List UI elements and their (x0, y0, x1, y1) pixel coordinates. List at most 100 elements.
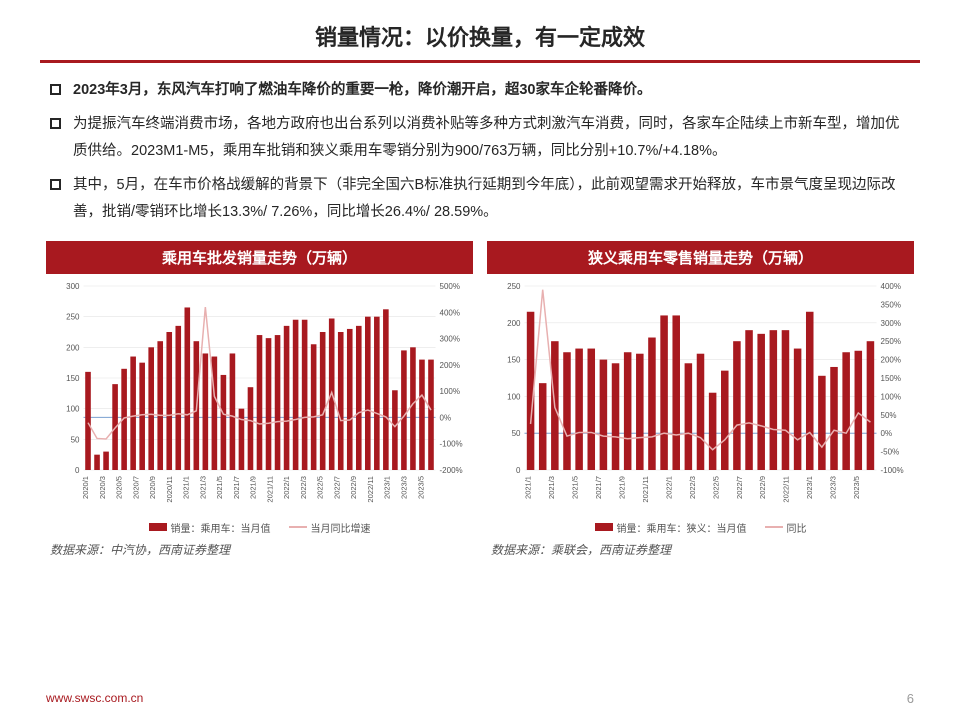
bullet-item: 为提振汽车终端消费市场，各地方政府也出台系列以消费补贴等多种方式刺激汽车消费，同… (50, 111, 910, 166)
svg-text:2022/11: 2022/11 (366, 476, 375, 503)
svg-text:50%: 50% (881, 411, 897, 420)
bullet-text: 2023年3月，东风汽车打响了燃油车降价的重要一枪，降价潮开启，超30家车企轮番… (73, 77, 910, 105)
svg-text:2023/5: 2023/5 (852, 476, 861, 499)
svg-text:150%: 150% (881, 374, 901, 383)
svg-text:2020/7: 2020/7 (131, 476, 140, 499)
svg-text:350%: 350% (881, 300, 901, 309)
bullet-list: 2023年3月，东风汽车打响了燃油车降价的重要一枪，降价潮开启，超30家车企轮番… (0, 77, 960, 227)
svg-text:2022/11: 2022/11 (782, 476, 791, 503)
svg-text:300%: 300% (440, 334, 460, 343)
svg-text:2021/1: 2021/1 (524, 476, 533, 499)
header-divider (40, 60, 920, 63)
svg-text:2022/7: 2022/7 (735, 476, 744, 499)
svg-text:400%: 400% (881, 282, 901, 291)
svg-text:2022/1: 2022/1 (664, 476, 673, 499)
svg-text:2021/5: 2021/5 (571, 476, 580, 499)
chart-legend: 销量：乘用车：当月值 当月同比增速 (46, 520, 473, 535)
svg-text:2021/1: 2021/1 (182, 476, 191, 499)
svg-text:2023/5: 2023/5 (416, 476, 425, 499)
svg-text:2022/5: 2022/5 (316, 476, 325, 499)
footer-url: www.swsc.com.cn (46, 691, 143, 706)
legend-swatch-icon (289, 526, 307, 528)
chart-wholesale: 乘用车批发销量走势（万辆） 0 50 100 150 200 250 300 -200% -10… (46, 241, 473, 558)
svg-text:250%: 250% (881, 337, 901, 346)
bullet-item: 2023年3月，东风汽车打响了燃油车降价的重要一枪，降价潮开启，超30家车企轮番… (50, 77, 910, 105)
svg-text:-100%: -100% (440, 439, 463, 448)
svg-text:400%: 400% (440, 308, 460, 317)
svg-text:0%: 0% (881, 429, 893, 438)
svg-text:2021/7: 2021/7 (594, 476, 603, 499)
legend-label: 同比 (787, 520, 807, 535)
slide-title: 销量情况：以价换量，有一定成效 (0, 20, 960, 52)
svg-text:2022/7: 2022/7 (332, 476, 341, 499)
bullet-text: 其中，5月，在车市价格战缓解的背景下（非完全国六B标准执行延期到今年底），此前观… (73, 172, 910, 227)
svg-text:200%: 200% (440, 361, 460, 370)
chart-title: 狭义乘用车零售销量走势（万辆） (487, 241, 914, 274)
svg-text:2022/9: 2022/9 (349, 476, 358, 499)
svg-text:2020/5: 2020/5 (115, 476, 124, 499)
svg-text:200: 200 (66, 343, 80, 352)
svg-text:2023/1: 2023/1 (805, 476, 814, 499)
svg-text:-100%: -100% (881, 466, 904, 475)
chart-source: 数据来源：乘联会，西南证券整理 (487, 541, 914, 558)
svg-text:0: 0 (516, 466, 521, 475)
svg-text:2021/11: 2021/11 (641, 476, 650, 503)
svg-text:2023/3: 2023/3 (829, 476, 838, 499)
svg-text:2022/1: 2022/1 (282, 476, 291, 499)
svg-text:2021/9: 2021/9 (617, 476, 626, 499)
svg-text:100: 100 (66, 404, 80, 413)
svg-text:100%: 100% (440, 387, 460, 396)
svg-text:2021/3: 2021/3 (198, 476, 207, 499)
svg-text:2021/7: 2021/7 (232, 476, 241, 499)
slide-header: 销量情况：以价换量，有一定成效 (0, 0, 960, 60)
svg-text:150: 150 (507, 355, 521, 364)
svg-text:150: 150 (66, 374, 80, 383)
legend-item-line: 同比 (765, 520, 807, 535)
svg-text:2022/5: 2022/5 (711, 476, 720, 499)
legend-item-line: 当月同比增速 (289, 520, 371, 535)
svg-text:2021/9: 2021/9 (249, 476, 258, 499)
svg-text:0%: 0% (440, 413, 452, 422)
chart-title: 乘用车批发销量走势（万辆） (46, 241, 473, 274)
legend-swatch-icon (149, 523, 167, 531)
bullet-marker-icon (50, 84, 61, 95)
svg-text:-50%: -50% (881, 447, 900, 456)
svg-text:2023/1: 2023/1 (383, 476, 392, 499)
svg-text:100%: 100% (881, 392, 901, 401)
svg-text:2021/3: 2021/3 (547, 476, 556, 499)
svg-text:2020/9: 2020/9 (148, 476, 157, 499)
slide-footer: www.swsc.com.cn 6 (46, 691, 914, 706)
svg-text:200%: 200% (881, 355, 901, 364)
legend-item-bar: 销量：乘用车：狭义：当月值 (595, 520, 747, 535)
legend-label: 销量：乘用车：狭义：当月值 (617, 520, 747, 535)
legend-label: 销量：乘用车：当月值 (171, 520, 271, 535)
svg-text:2022/3: 2022/3 (688, 476, 697, 499)
page-number: 6 (907, 691, 914, 706)
legend-label: 当月同比增速 (311, 520, 371, 535)
svg-text:500%: 500% (440, 282, 460, 291)
bullet-marker-icon (50, 118, 61, 129)
bullet-marker-icon (50, 179, 61, 190)
chart-svg: 0 50 100 150 200 250 300 -200% -100% 0% 100% 200% 30… (46, 278, 473, 518)
svg-text:2020/11: 2020/11 (165, 476, 174, 503)
legend-swatch-icon (595, 523, 613, 531)
svg-text:2021/5: 2021/5 (215, 476, 224, 499)
legend-item-bar: 销量：乘用车：当月值 (149, 520, 271, 535)
svg-text:300: 300 (66, 282, 80, 291)
svg-text:2022/9: 2022/9 (758, 476, 767, 499)
svg-text:2021/11: 2021/11 (265, 476, 274, 503)
svg-text:50: 50 (71, 435, 80, 444)
svg-text:250: 250 (507, 282, 521, 291)
charts-container: 乘用车批发销量走势（万辆） 0 50 100 150 200 250 300 -200% -10… (0, 233, 960, 558)
svg-text:2020/3: 2020/3 (98, 476, 107, 499)
svg-text:-200%: -200% (440, 466, 463, 475)
svg-text:50: 50 (512, 429, 521, 438)
chart-svg: 050100150200250-100%-50%0%50%100%150%200… (487, 278, 914, 518)
svg-text:250: 250 (66, 312, 80, 321)
svg-text:2020/1: 2020/1 (81, 476, 90, 499)
svg-text:2023/3: 2023/3 (399, 476, 408, 499)
bullet-item: 其中，5月，在车市价格战缓解的背景下（非完全国六B标准执行延期到今年底），此前观… (50, 172, 910, 227)
bullet-text: 为提振汽车终端消费市场，各地方政府也出台系列以消费补贴等多种方式刺激汽车消费，同… (73, 111, 910, 166)
chart-legend: 销量：乘用车：狭义：当月值 同比 (487, 520, 914, 535)
svg-text:0: 0 (75, 466, 80, 475)
